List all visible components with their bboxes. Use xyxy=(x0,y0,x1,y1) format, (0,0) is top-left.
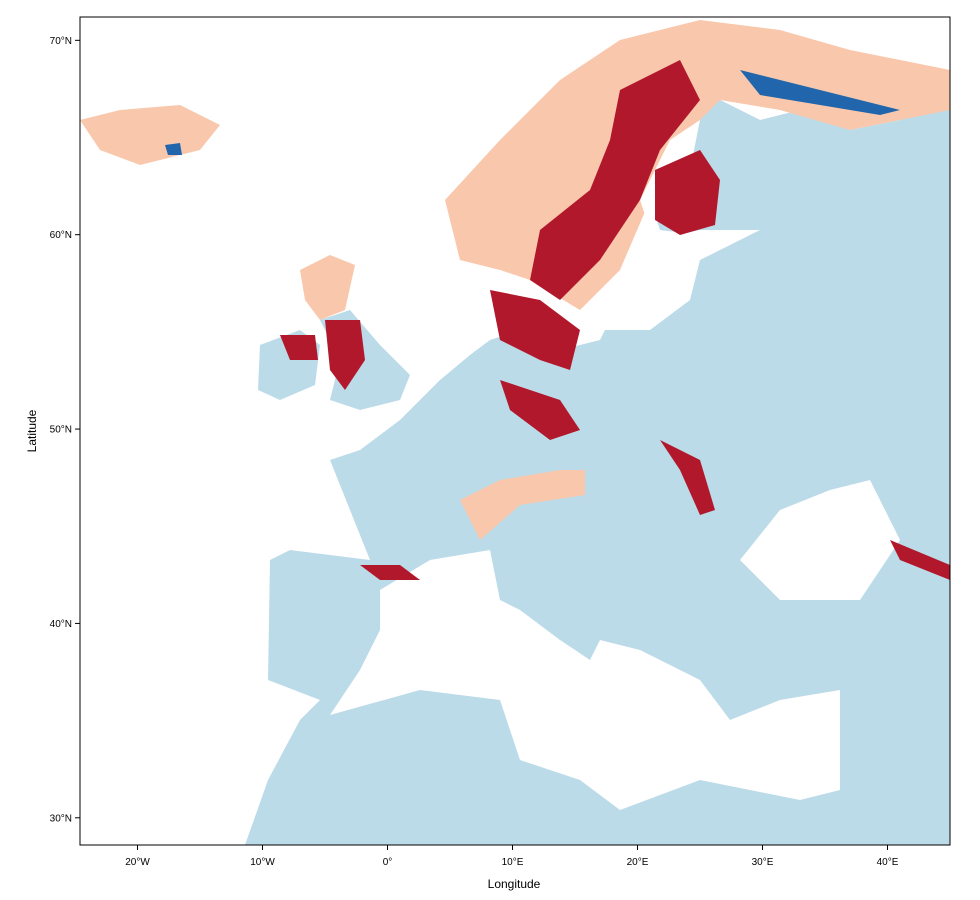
carpathians xyxy=(660,440,715,515)
x-tick-label: 20°W xyxy=(125,857,150,868)
x-tick-label: 0° xyxy=(383,857,393,868)
iceland-blue xyxy=(165,143,182,155)
pyrenees xyxy=(360,565,420,580)
ireland-red xyxy=(280,335,318,360)
y-tick-label: 50°N xyxy=(50,425,72,436)
plot-frame xyxy=(79,16,951,846)
italy xyxy=(500,545,600,660)
alps xyxy=(460,470,585,540)
scotland xyxy=(300,255,355,320)
x-tick-label: 10°E xyxy=(502,857,524,868)
germany-red xyxy=(500,380,580,440)
x-tick-label: 30°E xyxy=(752,857,774,868)
x-tick-label: 40°E xyxy=(877,857,899,868)
x-axis-title: Longitude xyxy=(488,877,541,891)
central-europe-red xyxy=(490,290,580,370)
y-tick-label: 30°N xyxy=(50,813,72,824)
baltic-sea xyxy=(600,230,760,330)
sweden-red xyxy=(530,60,700,300)
y-tick-label: 70°N xyxy=(50,36,72,47)
y-tick-label: 60°N xyxy=(50,230,72,241)
mediterranean xyxy=(330,550,840,810)
x-tick-label: 20°E xyxy=(627,857,649,868)
caucasus xyxy=(890,540,950,580)
iceland xyxy=(80,105,220,165)
x-tick-label: 10°W xyxy=(250,857,275,868)
lapland-blue xyxy=(740,70,900,115)
black-sea xyxy=(740,480,900,600)
britain-red xyxy=(325,320,365,390)
y-axis-title: Latitude xyxy=(25,409,39,452)
finland-red xyxy=(655,150,720,235)
map-area xyxy=(80,20,950,845)
y-tick-label: 40°N xyxy=(50,619,72,630)
